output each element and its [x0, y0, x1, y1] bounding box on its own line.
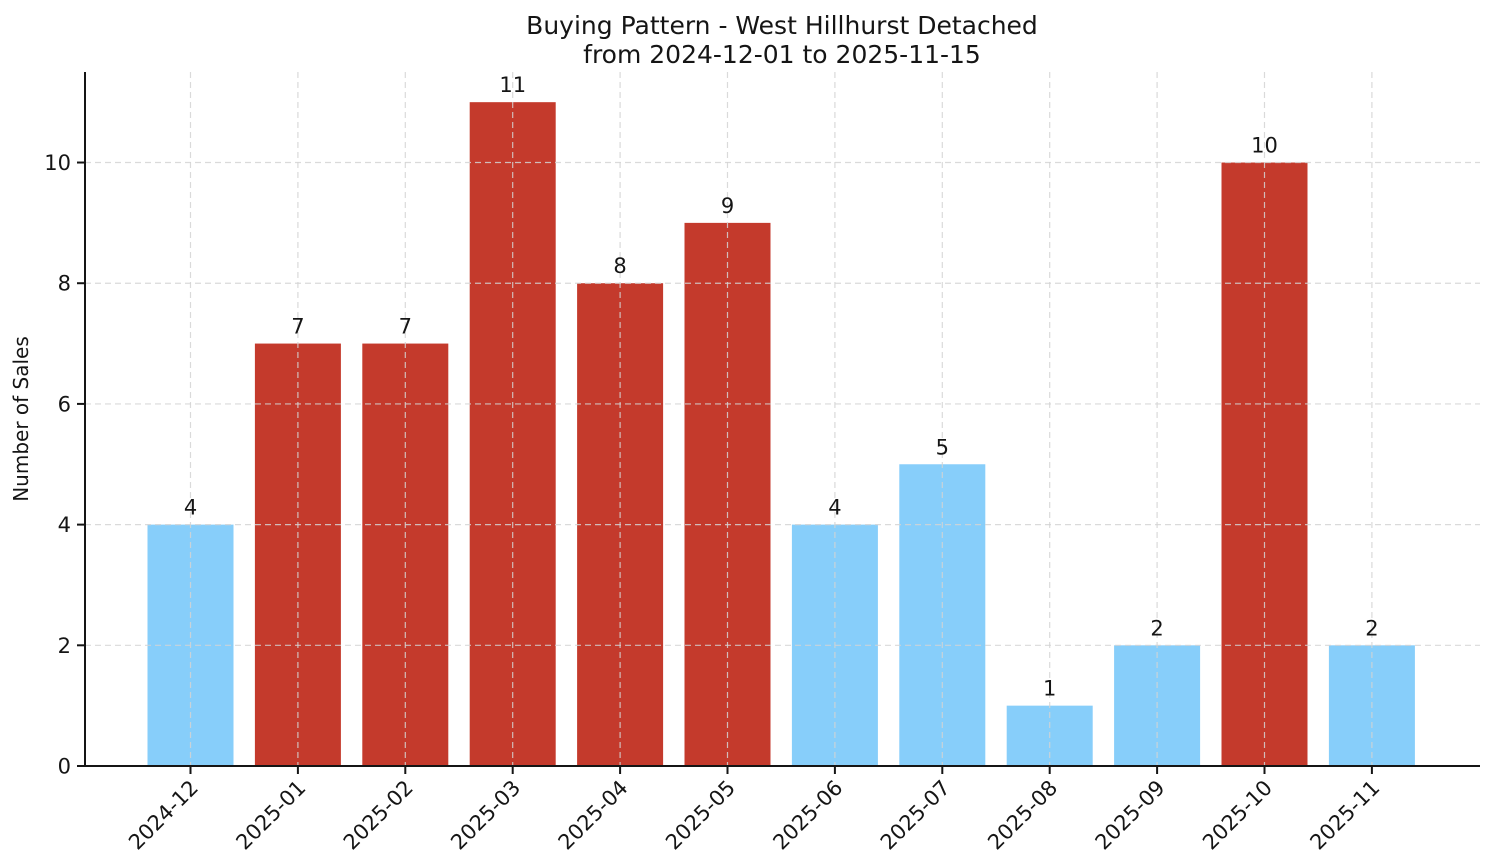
x-tick-label: 2025-01: [231, 776, 310, 855]
y-tick-label: 4: [58, 513, 71, 537]
chart-title-line1: Buying Pattern - West Hillhurst Detached: [526, 11, 1038, 40]
x-tick-label: 2024-12: [124, 776, 203, 855]
bar-value-label: 8: [613, 254, 626, 278]
chart-title-line2: from 2024-12-01 to 2025-11-15: [583, 40, 981, 69]
x-tick-label: 2025-06: [768, 776, 847, 855]
bar-value-label: 7: [291, 315, 304, 339]
gridlines-layer: [85, 72, 1480, 766]
bars-layer: [147, 102, 1415, 767]
y-tick-label: 10: [44, 151, 71, 175]
y-tick-label: 6: [58, 392, 71, 416]
x-tick-label: 2025-08: [983, 776, 1062, 855]
x-tick-label: 2025-11: [1305, 776, 1384, 855]
x-tick-label: 2025-02: [339, 776, 418, 855]
bar-value-label: 4: [828, 496, 841, 520]
bar-value-label: 5: [936, 435, 949, 459]
axes-layer: [77, 72, 1480, 774]
bar-value-label: 7: [399, 315, 412, 339]
bar-value-label: 9: [721, 194, 734, 218]
x-tick-label: 2025-09: [1091, 776, 1170, 855]
bar-value-label: 1: [1043, 677, 1056, 701]
bar-value-label: 4: [184, 496, 197, 520]
x-tick-label: 2025-05: [661, 776, 740, 855]
bar-value-label: 10: [1251, 134, 1278, 158]
bar-value-label: 2: [1365, 616, 1378, 640]
x-tick-label: 2025-07: [876, 776, 955, 855]
x-tick-label: 2025-04: [554, 776, 633, 855]
y-tick-label: 2: [58, 634, 71, 658]
y-tick-label: 0: [58, 755, 71, 779]
x-tick-label: 2025-03: [446, 776, 525, 855]
y-axis-label: Number of Sales: [9, 336, 33, 502]
bar-value-label: 2: [1150, 616, 1163, 640]
x-tick-label: 2025-10: [1198, 776, 1277, 855]
bar-value-label: 11: [499, 73, 526, 97]
y-tick-label: 8: [58, 272, 71, 296]
